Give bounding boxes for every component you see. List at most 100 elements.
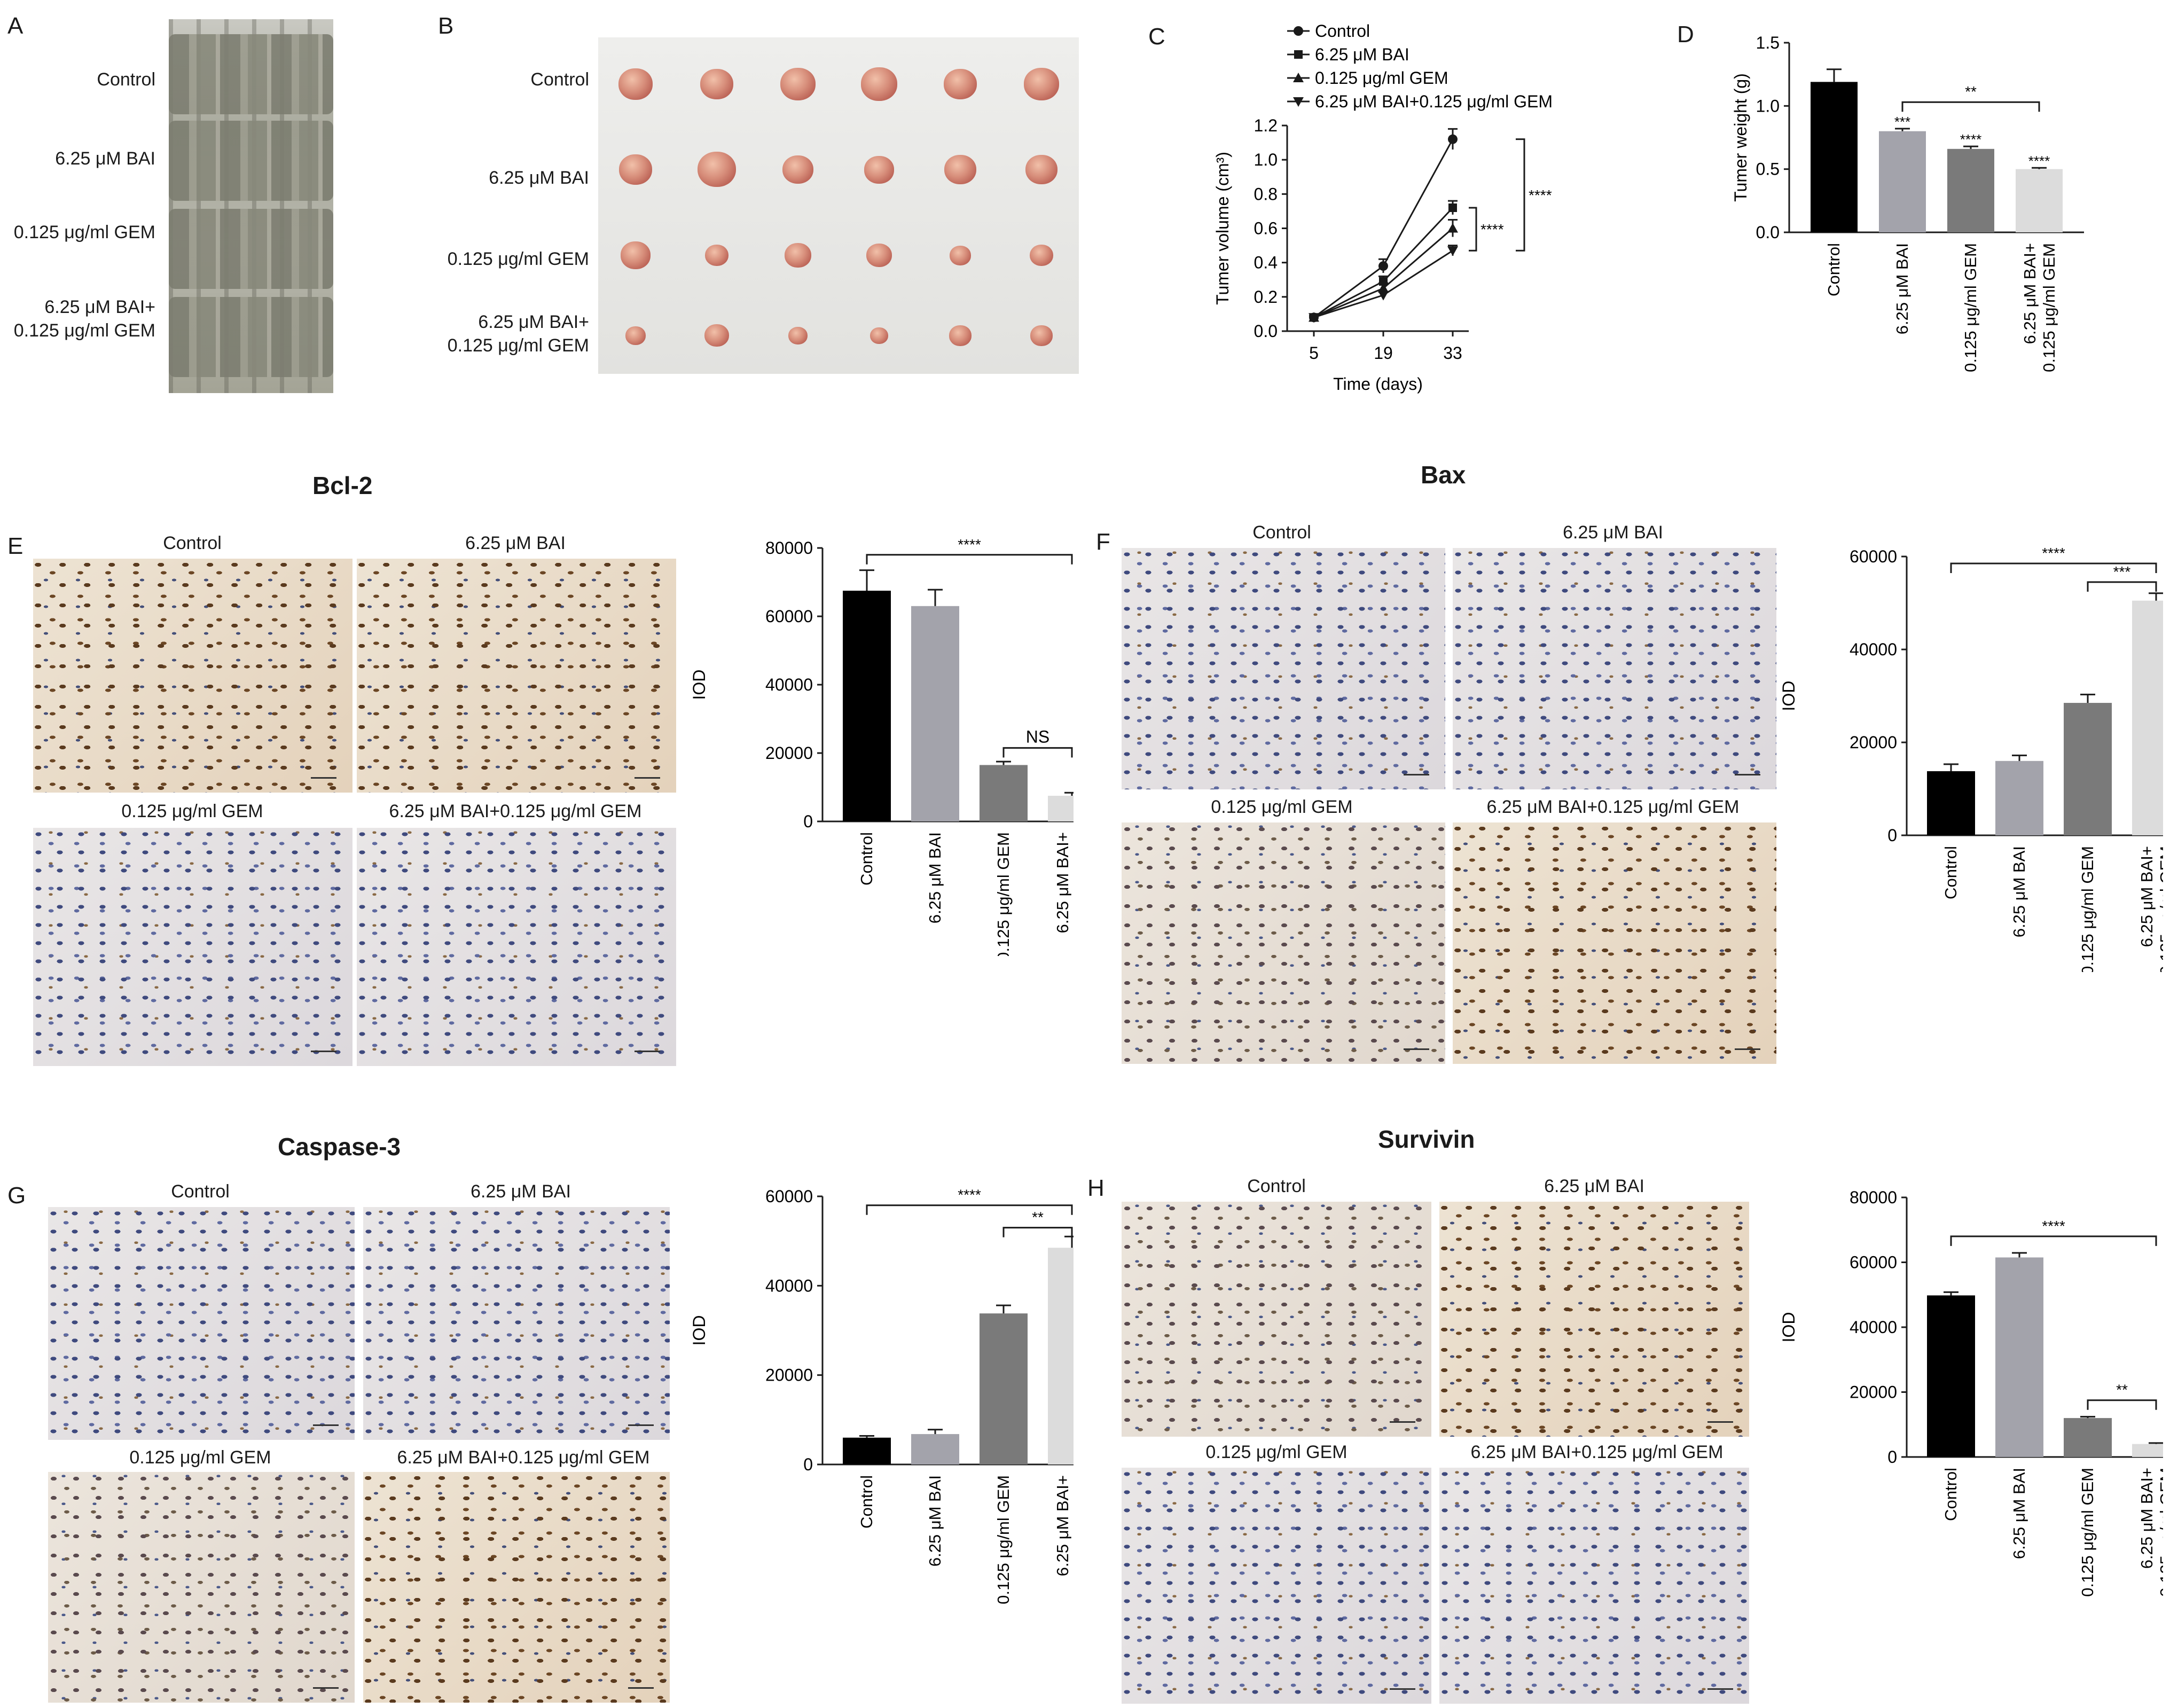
y-tick-label: 0.2	[1254, 287, 1278, 307]
tumor-specimen	[619, 154, 652, 185]
bar	[2016, 169, 2063, 232]
legend-label: 0.125 μg/ml GEM	[1315, 68, 1448, 88]
marker-triangle-down	[1309, 313, 1319, 323]
y-tick-label: 0	[803, 812, 813, 831]
category-label: Control	[1941, 846, 1960, 899]
category-label: 6.25 μM BAI	[2010, 846, 2028, 937]
ihc-image-control	[1122, 548, 1445, 789]
ihc-image-bai	[1453, 548, 1776, 789]
y-axis-label: IOD	[690, 1315, 709, 1346]
group-label-combo-line1: 6.25 μM BAI+	[44, 297, 155, 317]
tumor-photo	[598, 37, 1079, 374]
bax-iod-chart: 0 20000 40000 60000 IOD Control 6.25 μM BAI 0.1…	[1779, 545, 2163, 972]
y-tick-label: 40000	[765, 1276, 813, 1295]
ihc-image-combo	[363, 1472, 670, 1703]
bar	[980, 765, 1028, 821]
significance-bracket	[1002, 1227, 1073, 1237]
significance-label: ****	[2042, 1218, 2065, 1234]
ihc-image-gem	[33, 828, 352, 1066]
ihc-image-combo	[1439, 1468, 1749, 1704]
significance-bracket	[866, 554, 1073, 565]
panel-letter-h: H	[1087, 1175, 1104, 1201]
ihc-label-bai: 6.25 μM BAI	[471, 1181, 571, 1202]
ihc-image-bai	[357, 559, 676, 793]
marker-triangle-up	[1447, 223, 1458, 233]
marker-triangle-up	[1293, 73, 1304, 82]
bar	[911, 1434, 959, 1464]
group-label-bai: 6.25 μM BAI	[489, 168, 589, 188]
significance-label: ****	[958, 536, 981, 553]
ihc-image-control	[1122, 1202, 1431, 1437]
significance-label: ***	[2113, 563, 2131, 580]
significance-label: **	[1032, 1209, 1044, 1226]
legend-label: 6.25 μM BAI+0.125 μg/ml GEM	[1315, 92, 1553, 111]
group-label-combo-line2: 0.125 μg/ml GEM	[447, 335, 589, 356]
mouse-row	[169, 121, 333, 201]
x-tick-label: 19	[1374, 343, 1393, 363]
bar	[1927, 1295, 1975, 1457]
panel-letter-f: F	[1096, 529, 1110, 555]
panel-letter-g: G	[7, 1182, 26, 1209]
ihc-label-gem: 0.125 μg/ml GEM	[1211, 797, 1353, 817]
bar	[2064, 1418, 2112, 1457]
bar-significance-label: ****	[1960, 131, 1981, 147]
y-tick-label: 0.5	[1756, 160, 1780, 179]
panel-letter-b: B	[438, 13, 454, 39]
significance-bracket	[1901, 101, 2040, 112]
tumor-specimen	[861, 67, 897, 101]
bar	[2132, 1444, 2163, 1457]
category-label: 6.25 μM BAI+	[1053, 832, 1072, 933]
x-axis-label: Time (days)	[1333, 374, 1423, 394]
significance-bracket	[1002, 747, 1073, 758]
bar	[980, 1313, 1028, 1464]
y-tick-label: 1.0	[1756, 96, 1780, 115]
category-label: Control	[857, 832, 876, 886]
ihc-image-combo	[357, 828, 676, 1066]
bar	[843, 1437, 891, 1464]
y-tick-label: 80000	[765, 538, 813, 558]
panel-title-bax: Bax	[1421, 461, 1466, 489]
x-tick-label: 5	[1309, 343, 1319, 363]
tumor-specimen	[950, 246, 971, 265]
tumor-volume-chart: Control 6.25 μM BAI 0.125 μg/ml GEM 6.25 μM…	[1213, 21, 1553, 394]
category-label: 6.25 μM BAI+	[2137, 1468, 2156, 1569]
tumor-specimen	[782, 155, 813, 184]
caspase3-iod-chart: 0 20000 40000 60000 IOD Control 6.25 μM BAI 0.1…	[690, 1187, 1074, 1604]
tumor-specimen	[625, 326, 646, 345]
ihc-label-combo: 6.25 μM BAI+0.125 μg/ml GEM	[397, 1447, 650, 1468]
ihc-label-control: Control	[1252, 522, 1311, 543]
y-tick-label: 0.8	[1254, 184, 1278, 203]
panel-title-caspase3: Caspase-3	[278, 1133, 401, 1161]
bar	[2132, 600, 2163, 835]
significance-bracket	[1950, 562, 2157, 574]
bar-significance-label: ****	[2028, 153, 2050, 169]
significance-bracket	[866, 1204, 1073, 1215]
ihc-label-combo: 6.25 μM BAI+0.125 μg/ml GEM	[389, 801, 642, 821]
bar	[1927, 771, 1975, 835]
tumor-specimen	[1030, 325, 1053, 346]
y-tick-label: 1.0	[1254, 150, 1278, 169]
ihc-label-bai: 6.25 μM BAI	[465, 533, 566, 553]
panel-letter-a: A	[7, 13, 23, 39]
group-label-gem: 0.125 μg/ml GEM	[13, 222, 155, 242]
mouse-row	[169, 209, 333, 289]
bar	[1048, 1248, 1074, 1464]
y-tick-label: 60000	[1850, 547, 1897, 566]
panel-letter-d: D	[1677, 21, 1694, 48]
category-label: 0.125 μg/ml GEM	[1072, 832, 1074, 956]
significance-label: NS	[1026, 727, 1049, 746]
y-tick-label: 20000	[765, 743, 813, 763]
y-tick-label: 40000	[1850, 640, 1897, 659]
tumor-specimen	[864, 156, 894, 184]
tumor-specimen	[944, 69, 977, 100]
ihc-image-gem	[48, 1472, 355, 1703]
significance-bracket	[1516, 138, 1525, 252]
category-label: 6.25 μM BAI	[926, 1475, 944, 1566]
ihc-image-gem	[1122, 822, 1445, 1064]
tumor-specimen	[700, 69, 733, 100]
bar	[911, 606, 959, 821]
ihc-image-control	[33, 559, 352, 793]
y-tick-label: 60000	[765, 1187, 813, 1206]
significance-bracket	[1950, 1235, 2157, 1246]
category-label: 6.25 μM BAI	[2010, 1468, 2028, 1559]
